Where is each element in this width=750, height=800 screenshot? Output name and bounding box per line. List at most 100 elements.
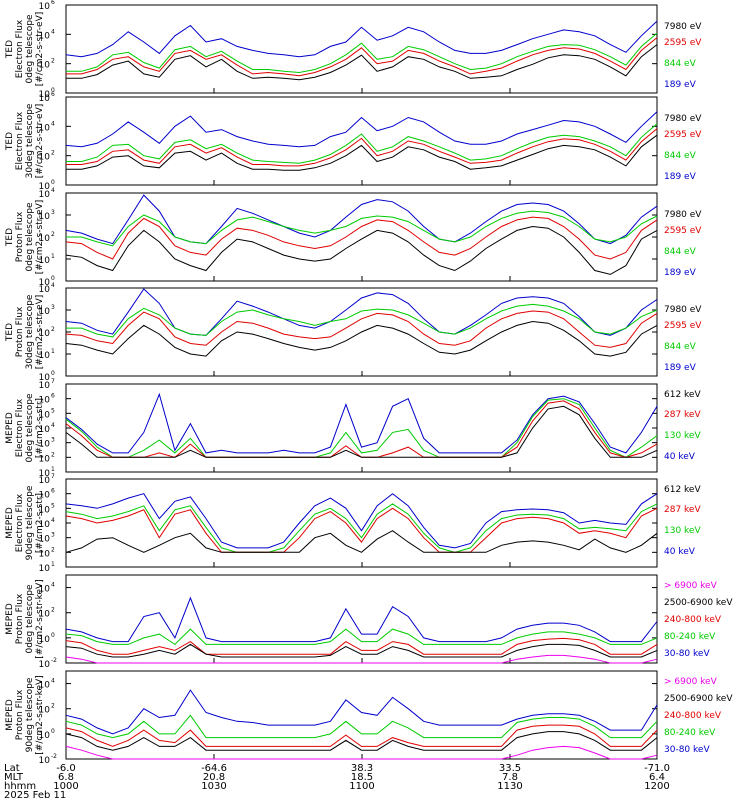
y-tick-label: 10	[39, 396, 51, 406]
y-tick-exponent: 2	[51, 546, 55, 553]
x-tick-lat: -64.6	[201, 763, 227, 774]
panel-frame	[65, 574, 658, 664]
y-tick-exponent: 4	[51, 120, 55, 127]
series-line-3	[66, 123, 658, 164]
legend-entry: 2595 eV	[664, 321, 702, 331]
series-line-4	[65, 714, 658, 739]
legend-entry: 189 eV	[664, 172, 697, 182]
legend-entry: 612 keV	[664, 390, 701, 400]
y-tick-exponent: 4	[51, 582, 55, 589]
series-line-1	[65, 654, 658, 664]
y-axis-label-line: Proton Flux	[15, 211, 25, 262]
legend-entry: 40 keV	[664, 547, 696, 557]
y-tick-label: 10	[39, 706, 51, 716]
series-line-1	[66, 134, 658, 171]
y-tick-label: 10	[39, 61, 51, 71]
series-line-2	[65, 216, 658, 260]
series-line-4	[65, 288, 658, 336]
y-axis-label-line: 30deg telescope	[25, 103, 35, 178]
y-tick-label: 10	[39, 549, 51, 559]
y-tick-exponent: 2	[51, 451, 55, 458]
y-tick-exponent: 7	[51, 378, 55, 385]
series-line-1	[65, 320, 658, 357]
legend-entry: 189 eV	[664, 268, 697, 278]
series-line-2	[66, 128, 658, 167]
y-tick-label: 10	[39, 90, 51, 100]
y-axis-label-line: Proton Flux	[15, 306, 25, 357]
y-tick-exponent: 1	[51, 253, 55, 260]
y-axis-label-line: [#/cm2-s-str-eV]	[35, 295, 45, 370]
y-tick-label: 10	[39, 307, 51, 317]
legend-entry: 7980 eV	[664, 210, 702, 220]
legend-entry: 80-240 keV	[664, 632, 716, 642]
x-tick-lat: -71.0	[644, 763, 670, 774]
x-tick-hhmm: 1100	[349, 781, 374, 792]
y-tick-label: 10	[39, 469, 51, 479]
y-tick-exponent: 6	[51, 393, 55, 400]
y-tick-label: 10	[39, 373, 51, 383]
y-tick-exponent: 2	[51, 607, 55, 614]
series-line-1	[65, 530, 658, 553]
legend-entry: 287 keV	[664, 505, 701, 515]
y-tick-exponent: 0	[51, 275, 55, 282]
y-tick-exponent: 2	[51, 150, 55, 157]
y-tick-label: 10	[39, 585, 51, 595]
xaxis-date: 2025 Feb 11	[4, 790, 66, 800]
y-tick-label: 10	[39, 491, 51, 501]
y-axis-label-line: MEPED	[5, 507, 15, 539]
y-axis-label-line: MEPED	[5, 603, 15, 635]
y-tick-exponent: 2	[51, 231, 55, 238]
xaxis-row-label-mlt: MLT	[4, 772, 24, 783]
y-tick-label: 10	[39, 681, 51, 691]
legend-entry: 2500-6900 keV	[664, 694, 733, 704]
y-axis-label-line: 0deg telescope	[25, 584, 35, 654]
legend-entry: 189 eV	[664, 363, 697, 373]
series-line-4	[65, 392, 658, 454]
legend-entry: 7980 eV	[664, 22, 702, 32]
legend-entry: 844 eV	[664, 247, 697, 257]
y-tick-label: 10	[39, 440, 51, 450]
y-axis-label-line: TED	[5, 228, 15, 247]
y-tick-label: 10	[39, 425, 51, 435]
series-line-5	[65, 596, 658, 643]
series-line-3	[65, 724, 658, 747]
y-axis-label-line: TED	[5, 132, 15, 151]
series-line-3	[66, 303, 658, 338]
y-tick-label: 10	[39, 351, 51, 361]
series-line-1	[65, 225, 658, 275]
y-axis-label-line: TED	[5, 323, 15, 342]
series-line-3	[66, 32, 658, 74]
legend-entry: 287 keV	[664, 410, 701, 420]
y-axis-label-line: Electron Flux	[15, 493, 25, 552]
y-axis-label-line: Proton Flux	[15, 689, 25, 740]
y-axis-label-line: [#/cm2-s-str-eV]	[35, 104, 45, 179]
y-tick-label: 10	[39, 278, 51, 288]
y-tick-exponent: 1	[51, 561, 55, 568]
y-axis-label-line: [#/cm2-s-str-keV]	[35, 675, 45, 754]
x-tick-hhmm: 1130	[497, 781, 522, 792]
y-tick-exponent: 6	[51, 0, 55, 6]
y-tick-exponent: -2	[51, 753, 57, 760]
legend-entry: 7980 eV	[664, 114, 702, 124]
y-tick-exponent: 2	[51, 703, 55, 710]
y-tick-exponent: 2	[51, 58, 55, 65]
legend-entry: 240-800 keV	[664, 615, 722, 625]
y-tick-exponent: 6	[51, 91, 55, 98]
series-line-4	[65, 628, 658, 646]
y-tick-label: 10	[39, 731, 51, 741]
y-tick-exponent: 0	[51, 179, 55, 186]
y-axis-label-line: 90deg telescope	[25, 485, 35, 560]
legend-entry: 844 eV	[664, 151, 697, 161]
x-tick-lat: 38.3	[351, 763, 373, 774]
y-tick-exponent: 4	[51, 187, 55, 194]
legend-entry: 80-240 keV	[664, 728, 716, 738]
y-tick-exponent: 7	[51, 473, 55, 480]
y-tick-exponent: 4	[51, 422, 55, 429]
y-tick-exponent: 0	[51, 632, 55, 639]
